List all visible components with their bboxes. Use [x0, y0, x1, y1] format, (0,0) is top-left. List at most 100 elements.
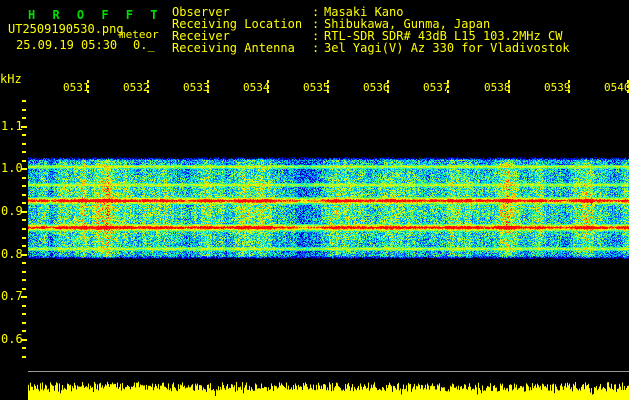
y-tick-label: 0.8: [1, 247, 23, 261]
x-tick-mark: [387, 85, 389, 88]
x-tick-label: 0538: [484, 81, 511, 94]
x-tick-label: 0533: [183, 81, 210, 94]
metadata-row-receiving-antenna: Receiving Antenna : 3el Yagi(V) Az 330 f…: [172, 42, 570, 54]
metadata-row-receiver: Receiver : RTL-SDR SDR# 43dB L15 103.2MH…: [172, 30, 570, 42]
metadata-value: Shibukawa, Gunma, Japan: [324, 17, 491, 31]
x-tick-mark: [267, 80, 269, 83]
metadata-row-receiving-location: Receiving Location : Shibukawa, Gunma, J…: [172, 18, 570, 30]
y-major-tick: [21, 254, 27, 256]
x-tick-mark: [87, 80, 89, 83]
y-minor-tick: [22, 305, 26, 307]
metadata-key: Receiving Antenna: [172, 41, 295, 55]
x-tick-mark: [508, 90, 510, 93]
metadata-key: Observer: [172, 5, 230, 19]
overlay-label: meteor: [119, 28, 159, 41]
metadata-value: 3el Yagi(V) Az 330 for Vladivostok: [324, 41, 570, 55]
page-title: H R O F F T: [28, 8, 163, 22]
x-tick-mark: [508, 85, 510, 88]
x-tick-label: 0537: [423, 81, 450, 94]
x-tick-mark: [207, 85, 209, 88]
x-tick-mark: [327, 80, 329, 83]
x-tick-mark: [387, 90, 389, 93]
x-tick-mark: [447, 80, 449, 83]
y-minor-tick: [22, 117, 26, 119]
metadata-colon: :: [312, 5, 320, 19]
y-major-tick: [21, 211, 27, 213]
x-tick-mark: [568, 90, 570, 93]
x-tick-mark: [627, 85, 629, 88]
y-minor-tick: [22, 151, 26, 153]
y-minor-tick: [22, 322, 26, 324]
x-tick-mark: [147, 90, 149, 93]
x-tick-mark: [267, 90, 269, 93]
y-major-tick: [21, 339, 27, 341]
y-minor-tick: [22, 228, 26, 230]
x-tick-label: 0531: [63, 81, 90, 94]
x-tick-mark: [327, 85, 329, 88]
y-minor-tick: [22, 313, 26, 315]
x-tick-mark: [87, 85, 89, 88]
x-tick-mark: [207, 80, 209, 83]
datetime-label: 25.09.19 05:30: [16, 38, 118, 52]
x-tick-mark: [447, 85, 449, 88]
x-tick-mark: [147, 80, 149, 83]
x-tick-mark: [568, 85, 570, 88]
metadata-row-observer: Observer : Masaki Kano: [172, 6, 570, 18]
y-minor-tick: [22, 279, 26, 281]
x-tick-mark: [387, 80, 389, 83]
y-minor-tick: [22, 202, 26, 204]
y-minor-tick: [22, 237, 26, 239]
metadata-value: Masaki Kano: [324, 5, 404, 19]
x-tick-label: 0540: [604, 81, 629, 94]
metadata-block: Observer : Masaki Kano Receiving Locatio…: [172, 6, 570, 54]
metadata-key: Receiver: [172, 29, 230, 43]
y-minor-tick: [22, 245, 26, 247]
y-minor-tick: [22, 143, 26, 145]
y-major-tick: [21, 126, 27, 128]
spectrogram-panel[interactable]: [28, 96, 629, 360]
y-minor-tick: [22, 262, 26, 264]
metadata-value: RTL-SDR SDR# 43dB L15 103.2MHz CW: [324, 29, 563, 43]
x-tick-mark: [147, 85, 149, 88]
y-minor-tick: [22, 194, 26, 196]
y-tick-label: 1.1: [1, 119, 23, 133]
y-minor-tick: [22, 134, 26, 136]
y-minor-tick: [22, 219, 26, 221]
y-minor-tick: [22, 177, 26, 179]
x-tick-mark: [327, 90, 329, 93]
y-minor-tick: [22, 330, 26, 332]
y-minor-tick: [22, 271, 26, 273]
metadata-colon: :: [312, 17, 320, 31]
metadata-colon: :: [312, 41, 320, 55]
y-tick-label: 0.6: [1, 332, 23, 346]
y-minor-tick: [22, 288, 26, 290]
metadata-key: Receiving Location: [172, 17, 303, 31]
y-tick-label: 0.7: [1, 289, 23, 303]
y-major-tick: [21, 296, 27, 298]
y-minor-tick: [22, 109, 26, 111]
x-tick-mark: [447, 90, 449, 93]
waveform-canvas[interactable]: [28, 360, 629, 400]
x-tick-label: 0536: [363, 81, 390, 94]
spectrogram-canvas[interactable]: [28, 96, 629, 360]
x-tick-label: 0539: [544, 81, 571, 94]
y-tick-label: 1.0: [1, 161, 23, 175]
x-tick-label: 0535: [303, 81, 330, 94]
y-axis-unit-label: kHz: [0, 72, 22, 86]
y-minor-tick: [22, 356, 26, 358]
x-tick-mark: [508, 80, 510, 83]
x-tick-mark: [627, 90, 629, 93]
metadata-colon: :: [312, 29, 320, 43]
count-label: 0._: [133, 38, 155, 52]
x-tick-label: 0532: [123, 81, 150, 94]
x-tick-mark: [267, 85, 269, 88]
y-minor-tick: [22, 185, 26, 187]
y-minor-tick: [22, 347, 26, 349]
x-tick-mark: [627, 80, 629, 83]
filename-label: UT2509190530.png: [8, 22, 124, 36]
y-minor-tick: [22, 100, 26, 102]
x-tick-mark: [207, 90, 209, 93]
y-minor-tick: [22, 160, 26, 162]
waveform-panel[interactable]: [28, 360, 629, 400]
